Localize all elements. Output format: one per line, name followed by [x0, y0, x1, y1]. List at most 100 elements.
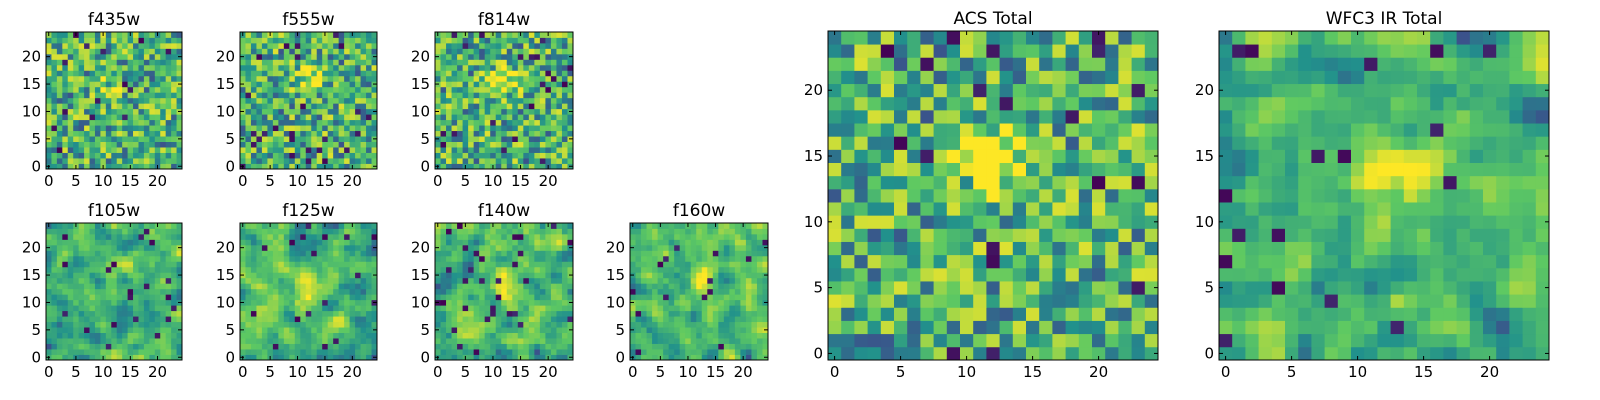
heatmap-cell	[933, 307, 948, 321]
heatmap-cell	[344, 75, 350, 82]
heatmap-cell	[561, 272, 568, 279]
heatmap-cell	[154, 327, 161, 333]
heatmap-cell	[685, 261, 692, 268]
heatmap-cell	[894, 241, 908, 256]
heatmap-cell	[84, 354, 90, 361]
heatmap-cell	[111, 48, 118, 55]
heatmap-cell	[360, 261, 367, 268]
heatmap-cell	[646, 244, 653, 251]
heatmap-cell	[745, 239, 752, 246]
heatmap-cell	[517, 299, 524, 306]
heatmap-cell	[685, 272, 692, 279]
heatmap-cell	[528, 250, 535, 257]
heatmap-cell	[78, 310, 85, 317]
heatmap-cell	[154, 316, 161, 323]
heatmap-cell	[723, 228, 730, 235]
heatmap-cell	[240, 86, 246, 93]
heatmap-cell	[740, 305, 747, 312]
heatmap-cell	[1092, 307, 1106, 321]
heatmap-cell	[116, 255, 123, 262]
heatmap-cell	[289, 310, 296, 317]
heatmap-cell	[56, 92, 63, 99]
heatmap-cell	[67, 53, 74, 60]
heatmap-cell	[84, 266, 90, 273]
heatmap-cell	[495, 136, 502, 142]
heatmap-cell	[355, 294, 361, 301]
heatmap-cell	[495, 244, 502, 251]
heatmap-cell	[484, 37, 491, 44]
heatmap-cell	[528, 288, 535, 295]
heatmap-cell	[56, 81, 63, 88]
heatmap-cell	[473, 250, 480, 257]
heatmap-cell	[143, 288, 150, 295]
heatmap-cell	[278, 64, 285, 71]
heatmap-cell	[679, 354, 686, 361]
heatmap-cell	[718, 305, 725, 312]
heatmap-cell	[105, 338, 112, 344]
heatmap-cell	[278, 32, 285, 38]
heatmap-cell	[495, 305, 502, 312]
heatmap-cell	[723, 316, 730, 323]
heatmap-cell	[111, 305, 118, 312]
heatmap-cell	[567, 130, 574, 137]
heatmap-cell	[245, 32, 252, 38]
heatmap-cell	[154, 294, 161, 301]
heatmap-cell	[94, 305, 101, 312]
heatmap-cell	[534, 343, 541, 350]
heatmap-cell	[355, 338, 361, 344]
heatmap-cell	[668, 228, 675, 235]
heatmap-cell	[149, 343, 156, 350]
heatmap-cell	[305, 228, 312, 235]
heatmap-cell	[138, 223, 145, 229]
heatmap-cell	[550, 316, 557, 323]
heatmap-cell	[506, 294, 513, 301]
heatmap-cell	[333, 343, 340, 350]
heatmap-cell	[67, 338, 74, 344]
heatmap-cell	[550, 119, 557, 126]
heatmap-cell	[67, 163, 74, 170]
heatmap-cell	[338, 147, 345, 153]
heatmap-cell	[567, 266, 574, 273]
heatmap-cell	[278, 266, 285, 273]
heatmap-cell	[468, 64, 475, 71]
heatmap-cell	[300, 37, 307, 44]
heatmap-cell	[534, 103, 541, 110]
heatmap-cell	[545, 338, 552, 344]
heatmap-cell	[539, 37, 546, 44]
heatmap-cell	[723, 233, 730, 240]
heatmap-cell	[1118, 346, 1132, 361]
heatmap-cell	[138, 103, 145, 110]
heatmap-cell	[311, 42, 318, 49]
heatmap-cell	[523, 42, 530, 49]
heatmap-cell	[366, 92, 372, 99]
heatmap-cell	[561, 305, 568, 312]
heatmap-cell	[305, 70, 312, 77]
heatmap-cell	[745, 233, 752, 240]
heatmap-cell	[435, 239, 441, 246]
heatmap-cell	[46, 283, 52, 290]
heatmap-cell	[84, 288, 90, 295]
heatmap-cell	[245, 130, 252, 137]
heatmap-cell	[718, 283, 725, 290]
heatmap-cell	[338, 130, 345, 137]
heatmap-cell	[267, 255, 274, 262]
heatmap-cell	[517, 158, 524, 164]
heatmap-cell	[828, 149, 842, 163]
heatmap-cell	[446, 332, 452, 339]
heatmap-cell	[349, 130, 356, 137]
heatmap-cell	[539, 59, 546, 66]
heatmap-cell	[127, 327, 134, 333]
heatmap-cell	[165, 70, 172, 77]
heatmap-cell	[56, 32, 63, 38]
heatmap-cell	[523, 141, 530, 148]
heatmap-cell	[245, 321, 252, 328]
heatmap-cell	[149, 108, 156, 115]
heatmap-cell	[473, 283, 480, 290]
heatmap-cell	[646, 338, 653, 344]
heatmap-cell	[894, 202, 908, 216]
heatmap-cell	[523, 114, 530, 121]
heatmap-cell	[512, 158, 519, 164]
heatmap-cell	[545, 130, 552, 137]
heatmap-cell	[78, 32, 85, 38]
heatmap-cell	[256, 288, 263, 295]
